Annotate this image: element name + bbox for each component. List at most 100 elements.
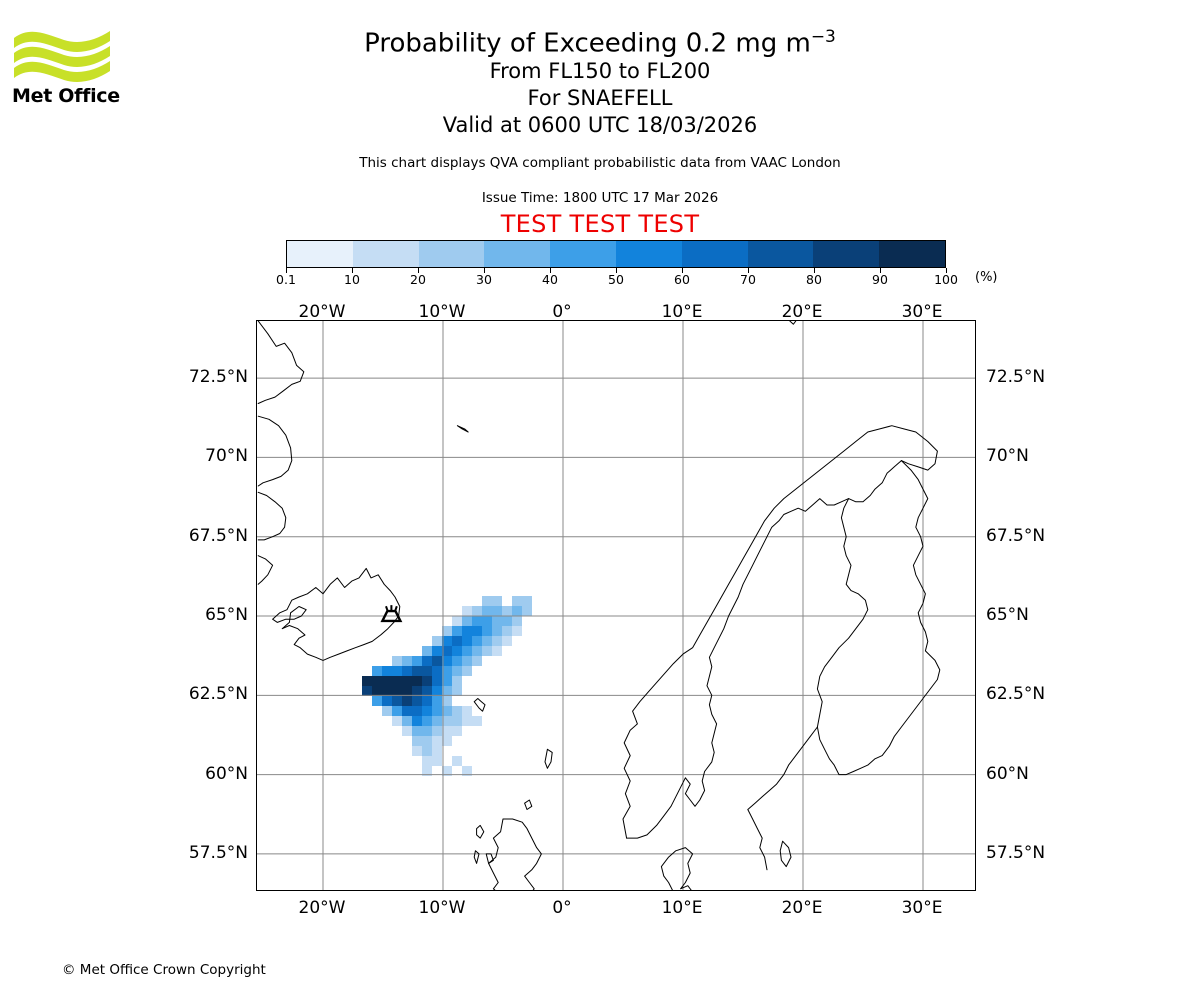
ash-cell xyxy=(442,676,452,686)
ash-cell xyxy=(412,736,422,746)
ash-cell xyxy=(452,636,462,646)
longitude-label: 30°E xyxy=(901,302,943,322)
ash-cell xyxy=(392,666,402,676)
colorbar-band-5 xyxy=(615,241,682,267)
met-office-wave-icon xyxy=(14,31,110,82)
ash-cell xyxy=(432,656,442,666)
ash-cell xyxy=(442,666,452,676)
ash-cell xyxy=(462,716,472,726)
coastline-sweden-coast xyxy=(747,726,818,871)
ash-cell xyxy=(452,706,462,716)
coastline-shetland xyxy=(544,748,553,769)
longitude-label: 20°E xyxy=(781,302,823,322)
ash-cell xyxy=(492,616,502,626)
latitude-label-left: 62.5°N xyxy=(188,684,248,705)
colorbar-band-1 xyxy=(352,241,419,267)
colorbar-tick-label: 80 xyxy=(806,272,822,287)
longitude-label: 10°W xyxy=(418,302,466,322)
ash-cell xyxy=(472,656,482,666)
ash-cell xyxy=(492,626,502,636)
ash-cell xyxy=(442,626,452,636)
ash-cell xyxy=(452,686,462,696)
coastlines xyxy=(257,321,941,890)
ash-cell xyxy=(452,656,462,666)
ash-cell xyxy=(452,716,462,726)
ash-cell xyxy=(382,696,392,706)
ash-cell xyxy=(422,696,432,706)
ash-cell xyxy=(432,736,442,746)
ash-cell xyxy=(422,726,432,736)
ash-cell xyxy=(462,656,472,666)
ash-cell xyxy=(442,716,452,726)
colorbar-tick-mark xyxy=(748,268,749,273)
ash-probability-map[interactable] xyxy=(256,320,976,891)
ash-cell xyxy=(422,676,432,686)
ash-cell xyxy=(442,706,452,716)
latitude-label-left: 60°N xyxy=(205,763,248,784)
ash-cell xyxy=(502,606,512,616)
coastline-greenland-east2 xyxy=(257,415,293,487)
ash-cell xyxy=(392,656,402,666)
ash-cell xyxy=(482,626,492,636)
colorbar-tick-label: 10 xyxy=(344,272,360,287)
longitude-label: 10°W xyxy=(418,898,466,918)
longitude-label: 0° xyxy=(552,898,572,918)
longitude-label: 30°E xyxy=(901,898,943,918)
ash-cell xyxy=(462,616,472,626)
qva-note: This chart displays QVA compliant probab… xyxy=(359,154,841,171)
ash-cell xyxy=(442,736,452,746)
ash-cell xyxy=(472,646,482,656)
ash-cell xyxy=(482,606,492,616)
validity-subtitle: Valid at 0600 UTC 18/03/2026 xyxy=(442,113,758,137)
coastline-outer-hebrides xyxy=(476,824,485,839)
issue-time: Issue Time: 1800 UTC 17 Mar 2026 xyxy=(481,189,719,206)
coastline-faroe xyxy=(473,698,486,712)
colorbar-ticks: 0.1 10 20 30 40 50 60 70 80 90 100 xyxy=(276,268,958,287)
ash-cell xyxy=(462,636,472,646)
ash-cell xyxy=(462,626,472,636)
colorbar-band-9 xyxy=(879,241,945,267)
ash-cell xyxy=(362,676,372,686)
ash-cell xyxy=(522,606,532,616)
volcano-marker-icon[interactable] xyxy=(380,605,403,623)
ash-cell xyxy=(402,706,412,716)
latitude-label-left: 72.5°N xyxy=(188,367,248,388)
ash-cell xyxy=(512,596,522,606)
ash-cell xyxy=(482,616,492,626)
ash-cell xyxy=(422,736,432,746)
ash-cell xyxy=(472,606,482,616)
ash-cell xyxy=(402,656,412,666)
longitude-label: 20°W xyxy=(298,898,346,918)
coastline-orkney xyxy=(524,799,533,810)
colorbar-tick-label: 100 xyxy=(934,272,958,287)
ash-cell xyxy=(372,666,382,676)
latitude-label-left: 65°N xyxy=(205,605,248,626)
ash-cell xyxy=(452,616,462,626)
ash-cell xyxy=(442,656,452,666)
ash-cell xyxy=(432,686,442,696)
longitude-label: 20°E xyxy=(781,898,823,918)
ash-cell xyxy=(392,696,402,706)
longitude-label: 10°E xyxy=(661,898,703,918)
longitude-label: 10°E xyxy=(661,302,703,322)
ash-cell xyxy=(412,746,422,756)
latitude-label-right: 72.5°N xyxy=(986,367,1046,388)
coastline-iceland xyxy=(272,567,401,661)
ash-cell xyxy=(412,656,422,666)
ash-cell xyxy=(462,606,472,616)
ash-cell xyxy=(422,746,432,756)
ash-cell xyxy=(442,636,452,646)
coastline-scotland xyxy=(488,818,542,890)
test-banner: TEST TEST TEST xyxy=(500,209,700,238)
coastline-hebrides2 xyxy=(473,850,480,864)
colorbar-tick-label: 30 xyxy=(476,272,492,287)
ash-cell xyxy=(472,626,482,636)
map-canvas xyxy=(257,321,975,890)
coastline-denmark xyxy=(660,847,694,890)
ash-cell xyxy=(512,606,522,616)
ash-cell xyxy=(442,696,452,706)
ash-cell xyxy=(442,726,452,736)
ash-cell xyxy=(492,646,502,656)
ash-cell xyxy=(422,666,432,676)
ash-cell xyxy=(392,676,402,686)
